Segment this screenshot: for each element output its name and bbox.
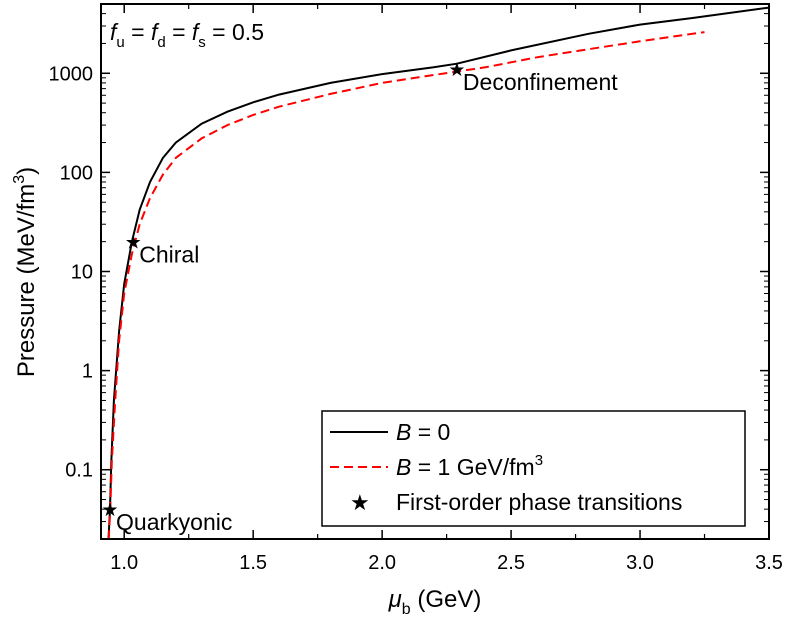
transition-label: Chiral xyxy=(139,242,199,268)
legend-star-icon: ★ xyxy=(350,490,370,515)
legend-label-b1: B = 1 GeV/fm3 xyxy=(396,452,543,480)
top-annotation-value: = 0.5 xyxy=(206,19,264,45)
top-annotation-eq2: = xyxy=(166,19,192,45)
transition-label: Deconfinement xyxy=(463,69,618,95)
transition-stars: ★ ★ ★ xyxy=(102,60,466,521)
legend-box xyxy=(321,410,746,527)
transition-star: ★ xyxy=(102,500,119,521)
x-axis: 1.0 1.5 2.0 2.5 3.0 3.5 xyxy=(110,4,783,574)
top-annotation: fu = fd = fs = 0.5 xyxy=(110,19,264,51)
x-tick-label: 1.5 xyxy=(239,552,267,574)
series-line-b1 xyxy=(107,31,705,540)
top-annotation-f2: f xyxy=(151,19,160,45)
transition-star: ★ xyxy=(448,60,465,81)
x-tick-label: 3.0 xyxy=(626,552,654,574)
transition-labels: Quarkyonic Chiral Deconfinement xyxy=(116,69,618,535)
y-tick-label: 0.1 xyxy=(65,460,93,482)
y-tick-label: 100 xyxy=(60,162,93,184)
x-tick-label: 2.0 xyxy=(368,552,396,574)
top-annotation-sub-s: s xyxy=(198,34,206,51)
plot-lines xyxy=(107,6,770,540)
y-tick-label: 10 xyxy=(71,262,93,284)
top-annotation-sub-d: d xyxy=(157,34,165,51)
top-annotation-f1: f xyxy=(110,19,119,45)
x-axis-label: μb (GeV) xyxy=(388,586,482,618)
x-tick-label: 2.5 xyxy=(497,552,525,574)
y-tick-label: 1000 xyxy=(49,63,94,85)
y-tick-label: 1 xyxy=(82,361,93,383)
y-axis-label: Pressure (MeV/fm3) xyxy=(11,167,40,377)
legend: B = 0 B = 1 GeV/fm3 ★ First-order phase … xyxy=(321,410,746,527)
x-tick-label: 1.0 xyxy=(110,552,138,574)
x-tick-label: 3.5 xyxy=(755,552,783,574)
transition-star: ★ xyxy=(125,233,142,254)
legend-label-stars: First-order phase transitions xyxy=(396,489,682,515)
transition-label: Quarkyonic xyxy=(116,509,232,535)
y-axis: 0.1 1 10 100 1000 xyxy=(49,3,769,540)
top-annotation-eq1: = xyxy=(125,19,151,45)
top-annotation-sub-u: u xyxy=(116,34,124,51)
legend-label-b0: B = 0 xyxy=(396,419,450,445)
top-annotation-f3: f xyxy=(192,19,201,45)
